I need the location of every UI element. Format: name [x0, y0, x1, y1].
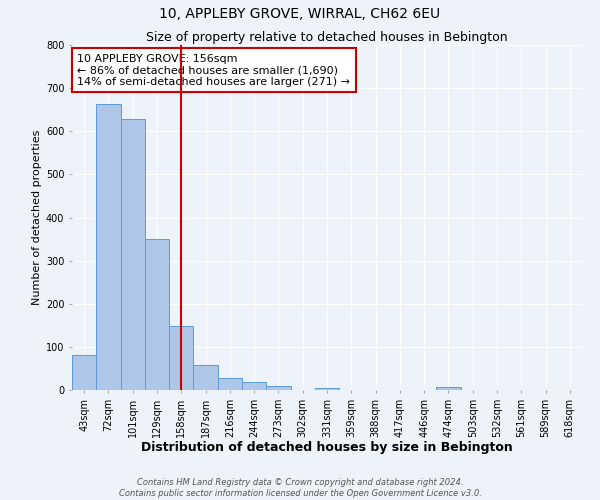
Title: Size of property relative to detached houses in Bebington: Size of property relative to detached ho… [146, 31, 508, 44]
Bar [96, 104, 121, 390]
Bar [218, 378, 242, 390]
Bar [145, 239, 169, 390]
Bar [315, 388, 339, 390]
Text: 10 APPLEBY GROVE: 156sqm
← 86% of detached houses are smaller (1,690)
14% of sem: 10 APPLEBY GROVE: 156sqm ← 86% of detach… [77, 54, 350, 87]
Text: 10, APPLEBY GROVE, WIRRAL, CH62 6EU: 10, APPLEBY GROVE, WIRRAL, CH62 6EU [160, 8, 440, 22]
Bar [72, 354, 96, 390]
X-axis label: Distribution of detached houses by size in Bebington: Distribution of detached houses by size … [141, 441, 513, 454]
Y-axis label: Number of detached properties: Number of detached properties [32, 130, 41, 305]
Text: Contains HM Land Registry data © Crown copyright and database right 2024.
Contai: Contains HM Land Registry data © Crown c… [119, 478, 481, 498]
Bar [266, 386, 290, 390]
Bar [242, 382, 266, 390]
Bar [193, 366, 218, 390]
Bar [121, 119, 145, 390]
Bar [436, 386, 461, 390]
Bar [169, 326, 193, 390]
